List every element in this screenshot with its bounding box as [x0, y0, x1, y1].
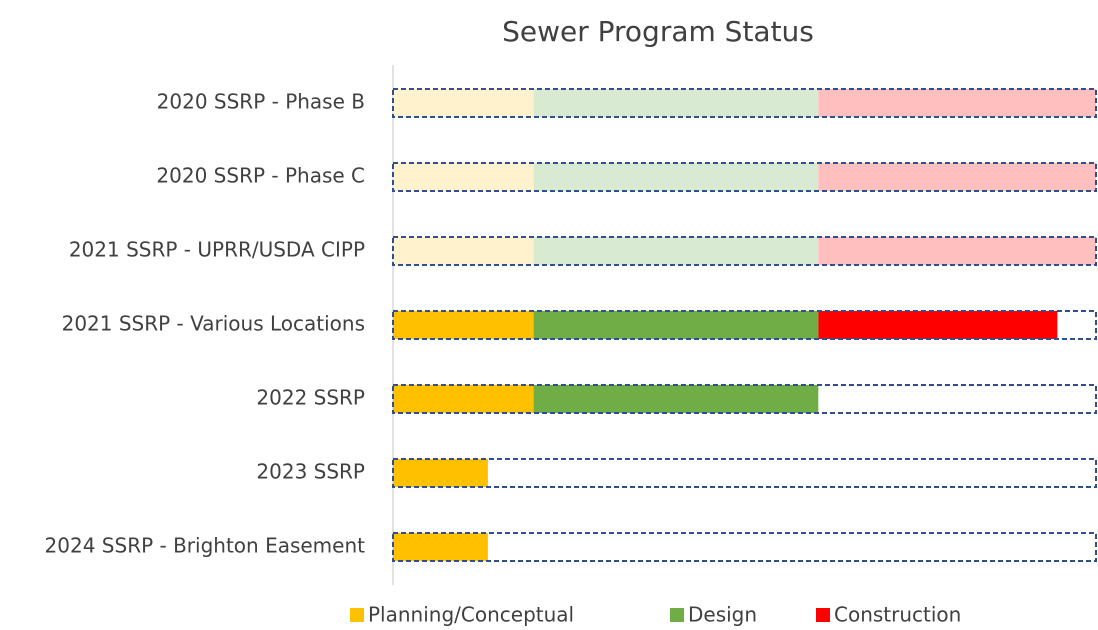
legend-label: Design: [688, 603, 757, 627]
bar-segment: [393, 385, 534, 413]
bar-segment: [393, 163, 534, 191]
chart-title: Sewer Program Status: [502, 15, 814, 48]
bar-segment: [393, 89, 534, 117]
bar-segment: [818, 311, 1058, 339]
bar-segment: [818, 237, 1096, 265]
legend-swatch: [670, 608, 684, 622]
bar-segment: [533, 237, 819, 265]
legend-label: Planning/Conceptual: [368, 603, 574, 627]
category-label: 2023 SSRP: [256, 460, 365, 484]
bar-segment: [393, 311, 534, 339]
bar-segment: [533, 311, 819, 339]
category-label: 2022 SSRP: [256, 386, 365, 410]
bar-segment: [393, 237, 534, 265]
bar-outline: [392, 532, 1097, 562]
category-label: 2021 SSRP - UPRR/USDA CIPP: [69, 238, 365, 262]
bar-segment: [533, 163, 819, 191]
category-label: 2024 SSRP - Brighton Easement: [45, 534, 366, 558]
category-label: 2020 SSRP - Phase C: [156, 164, 365, 188]
bar-segment: [393, 459, 488, 487]
bar-segment: [818, 163, 1096, 191]
category-label: 2021 SSRP - Various Locations: [62, 312, 365, 336]
category-label: 2020 SSRP - Phase B: [157, 90, 365, 114]
bar-segment: [818, 89, 1096, 117]
legend-swatch: [816, 608, 830, 622]
bar-outline: [392, 88, 1097, 118]
bar-outline: [392, 236, 1097, 266]
bar-segment: [533, 385, 819, 413]
legend-swatch: [350, 608, 364, 622]
legend-label: Construction: [834, 603, 961, 627]
bar-segment: [533, 89, 819, 117]
bar-outline: [392, 310, 1097, 340]
bar-segment: [393, 533, 488, 561]
bar-outline: [392, 162, 1097, 192]
bar-outline: [392, 458, 1097, 488]
bar-outline: [392, 384, 1097, 414]
